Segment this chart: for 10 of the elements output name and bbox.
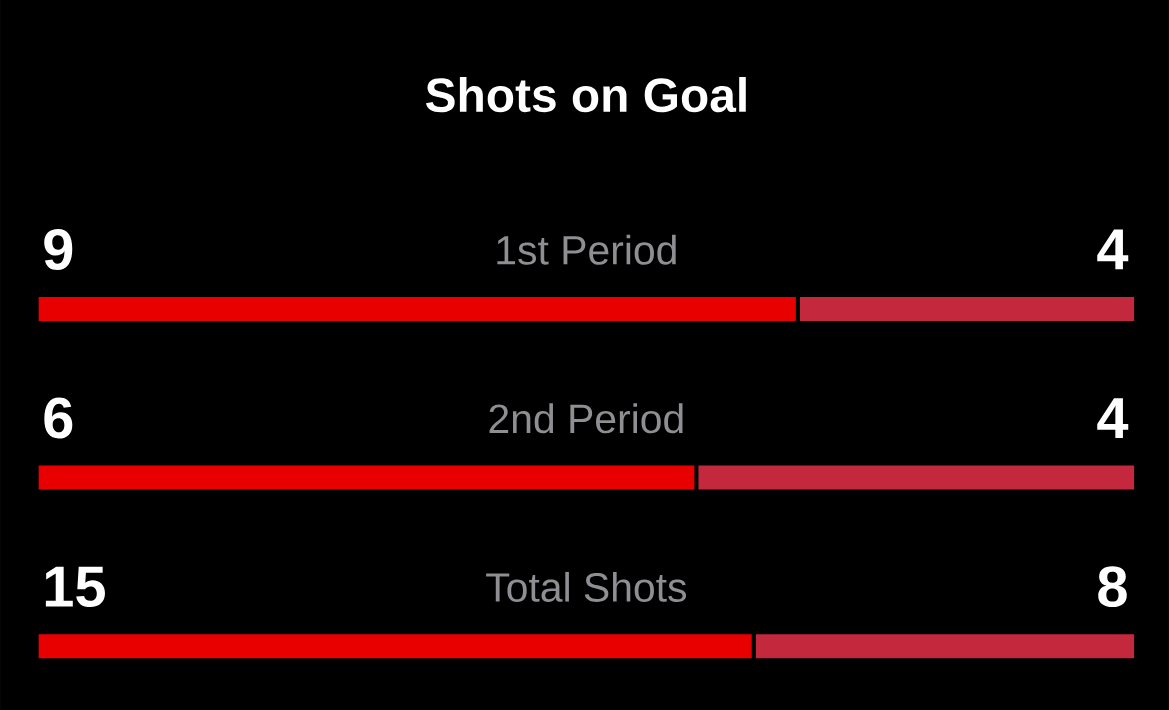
y-tick-label: 1st Period: [497, 234, 676, 265]
data-label: 8: [1098, 566, 1127, 607]
data-label: 9: [44, 228, 73, 270]
chart-title: Shots on Goal: [425, 76, 746, 113]
data-label: 6: [44, 397, 73, 439]
data-label: 4: [1097, 229, 1129, 270]
data-label: 4: [1097, 398, 1129, 438]
data-label: 15: [45, 566, 105, 607]
y-tick-label: Total Shots: [486, 571, 687, 602]
y-tick-label: 2nd Period: [489, 403, 683, 434]
